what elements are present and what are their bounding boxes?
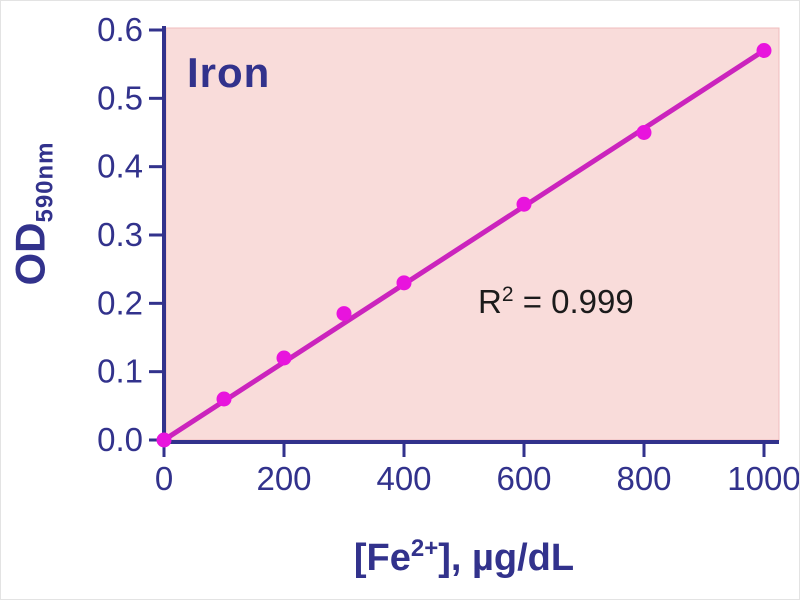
x-axis-title-prefix: [Fe: [353, 537, 411, 579]
x-axis-title: [Fe2+], µg/dL: [284, 535, 644, 580]
data-point: [336, 306, 352, 322]
y-tick-label: 0.2: [97, 284, 143, 321]
x-axis-title-suffix: ], µg/dL: [438, 537, 575, 579]
data-point: [756, 43, 772, 58]
r-squared-exponent: 2: [501, 283, 514, 306]
data-point: [216, 391, 232, 407]
y-tick-label: 0.3: [97, 216, 143, 253]
y-tick-label: 0.1: [97, 353, 143, 390]
r-squared-annotation: R2 = 0.999: [478, 283, 634, 321]
data-point: [276, 350, 292, 366]
y-tick-label: 0.4: [97, 148, 143, 185]
y-tick-label: 0.0: [97, 421, 143, 458]
data-point: [156, 432, 172, 448]
y-tick-label: 0.6: [97, 11, 143, 48]
x-tick-label: 400: [376, 460, 431, 497]
x-tick-label: 200: [256, 460, 311, 497]
x-tick-label: 600: [496, 460, 551, 497]
chart-title: Iron: [187, 49, 271, 96]
x-axis-title-superscript: 2+: [410, 535, 439, 562]
data-point: [396, 275, 412, 291]
data-point: [636, 125, 652, 140]
data-point: [516, 196, 532, 212]
x-tick-label: 0: [155, 460, 173, 497]
x-tick-label: 1000: [727, 460, 800, 497]
y-axis-title: OD590nm: [7, 64, 60, 364]
y-axis-title-subscript: 590nm: [31, 141, 59, 223]
x-tick-label: 800: [616, 460, 671, 497]
y-axis-title-main: OD: [6, 222, 54, 286]
y-tick-label: 0.5: [97, 79, 143, 116]
r-squared-base: R: [478, 283, 502, 320]
r-squared-value: = 0.999: [513, 283, 634, 320]
fit-line: [161, 48, 767, 443]
